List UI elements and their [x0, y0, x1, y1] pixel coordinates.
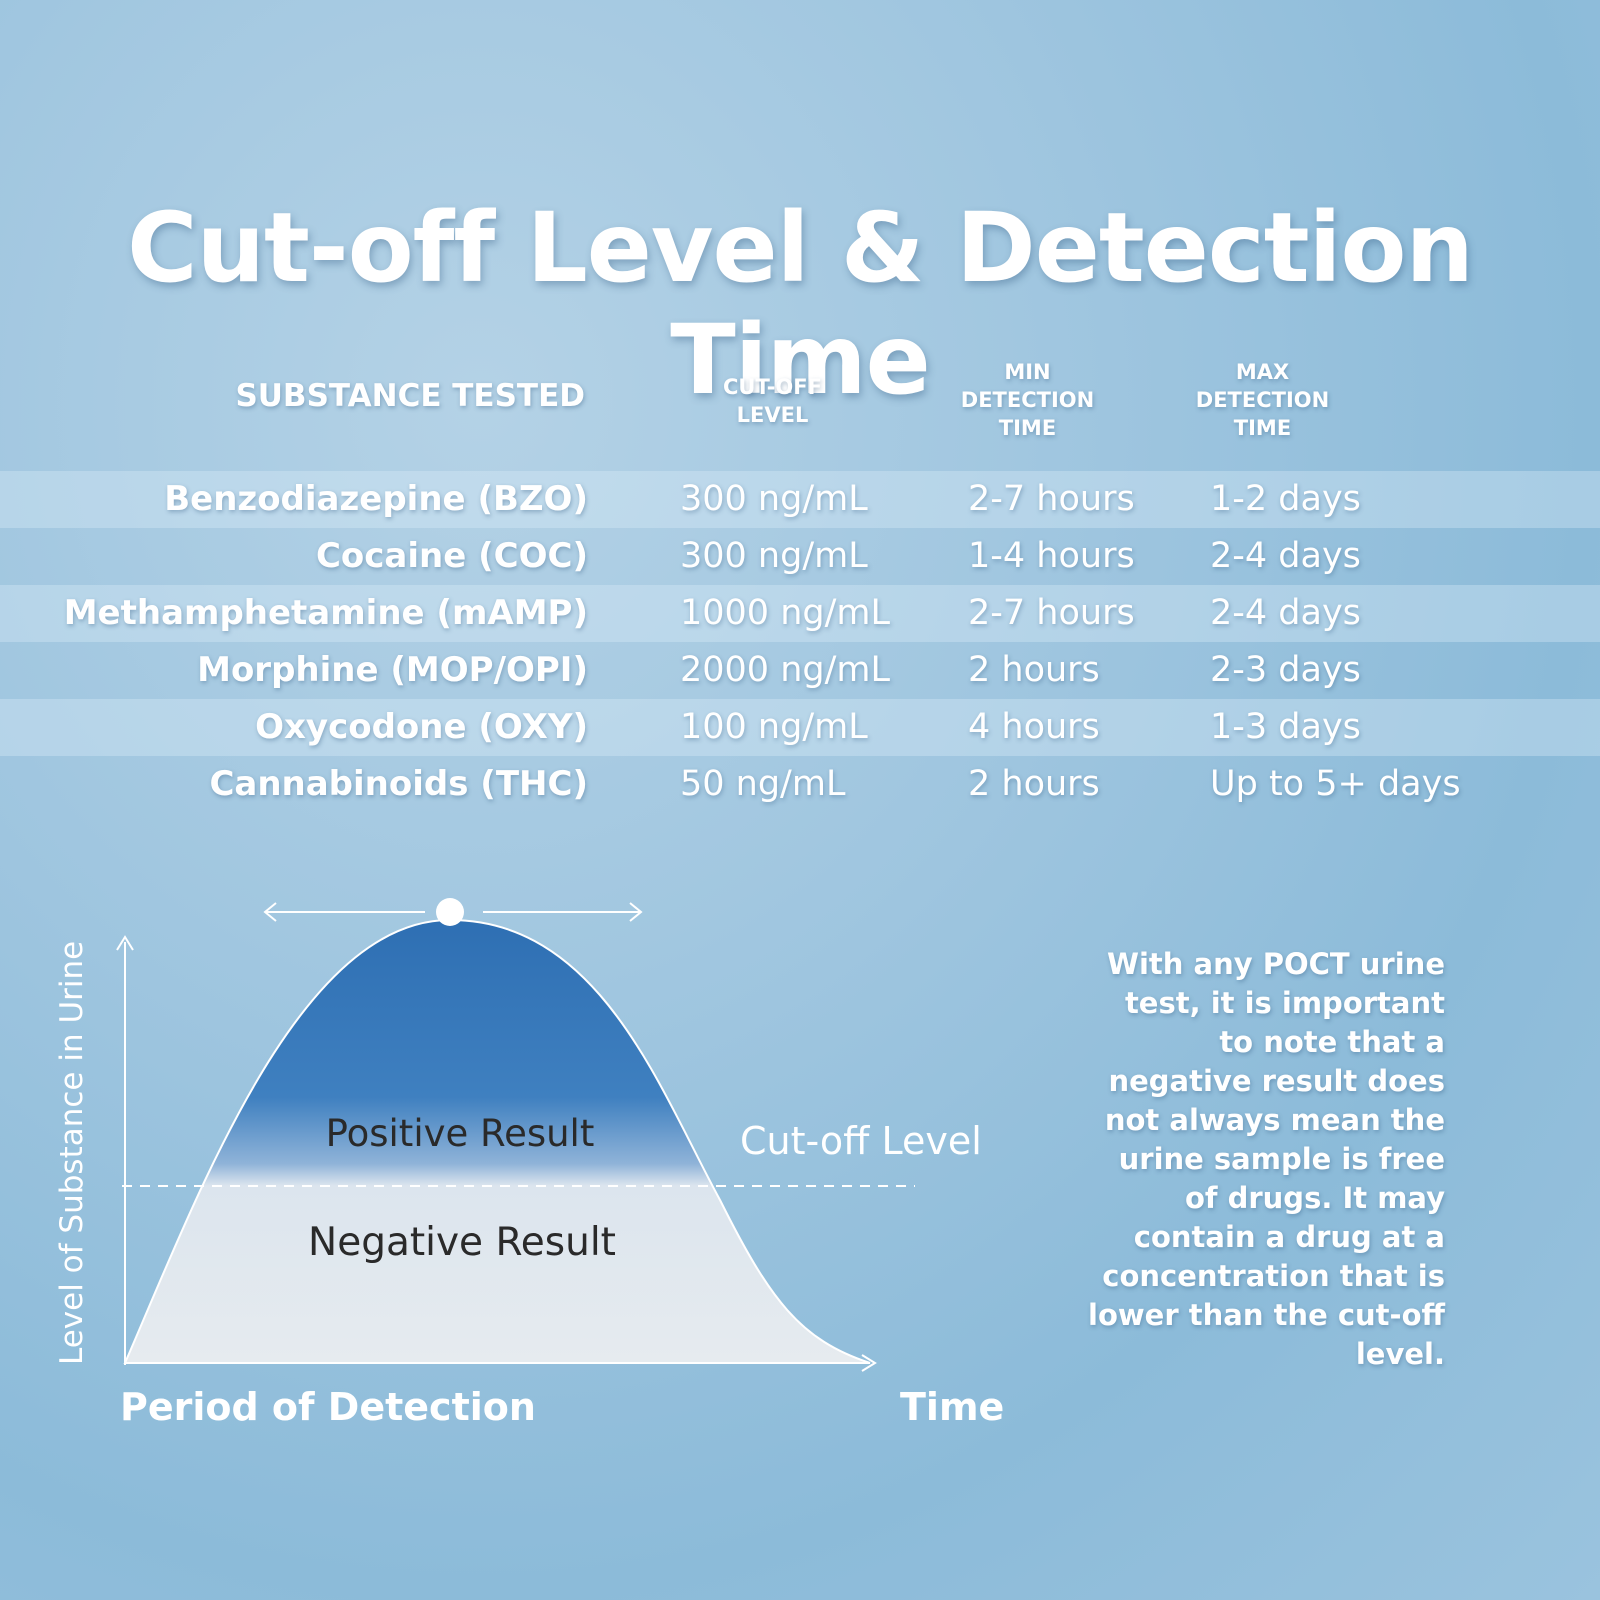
detection-curve — [123, 918, 871, 1364]
left-arrow-icon — [263, 902, 277, 922]
max-detection-time: 1-2 days — [1210, 479, 1361, 519]
y-axis-arrow-icon — [116, 935, 134, 951]
table-row: Cannabinoids (THC) 50 ng/mL 2 hours Up t… — [0, 756, 1600, 813]
substance-name: Morphine (MOP/OPI) — [197, 650, 588, 690]
header-min-line: MIN — [1004, 360, 1051, 384]
right-arrow-icon — [629, 902, 643, 922]
x-axis-label-right: Time — [900, 1385, 1004, 1429]
table-row: Methamphetamine (mAMP) 1000 ng/mL 2-7 ho… — [0, 585, 1600, 642]
x-axis-label-left: Period of Detection — [120, 1385, 536, 1429]
table-row: Oxycodone (OXY) 100 ng/mL 4 hours 1-3 da… — [0, 699, 1600, 756]
header-min-detection: MIN DETECTION TIME — [935, 358, 1120, 442]
max-detection-time: 2-3 days — [1210, 650, 1361, 690]
substance-name: Cannabinoids (THC) — [209, 764, 588, 804]
header-cutoff-line: CUT-OFF — [723, 375, 822, 399]
min-detection-time: 2 hours — [968, 764, 1100, 804]
peak-marker — [436, 898, 464, 926]
positive-result-label: Positive Result — [326, 1112, 595, 1155]
cutoff-level: 2000 ng/mL — [680, 650, 890, 690]
cutoff-level: 300 ng/mL — [680, 479, 868, 519]
header-min-line: DETECTION — [960, 388, 1095, 412]
header-cutoff-line: LEVEL — [736, 403, 809, 427]
note-text: With any POCT urine test, it is importan… — [1088, 947, 1445, 1371]
y-axis-label: Level of Substance in Urine — [54, 941, 90, 1365]
header-min-line: TIME — [998, 416, 1057, 440]
substance-name: Oxycodone (OXY) — [255, 707, 588, 747]
cutoff-level: 300 ng/mL — [680, 536, 868, 576]
min-detection-time: 2-7 hours — [968, 593, 1135, 633]
max-detection-time: Up to 5+ days — [1210, 764, 1461, 804]
header-substance: SUBSTANCE TESTED — [235, 378, 585, 414]
negative-result-label: Negative Result — [308, 1220, 616, 1265]
min-detection-time: 2-7 hours — [968, 479, 1135, 519]
cutoff-level-label: Cut-off Level — [740, 1119, 982, 1163]
cutoff-level: 50 ng/mL — [680, 764, 846, 804]
table-row: Morphine (MOP/OPI) 2000 ng/mL 2 hours 2-… — [0, 642, 1600, 699]
max-detection-time: 1-3 days — [1210, 707, 1361, 747]
substance-name: Methamphetamine (mAMP) — [63, 593, 588, 633]
header-max-line: TIME — [1233, 416, 1292, 440]
cutoff-level: 100 ng/mL — [680, 707, 868, 747]
header-max-line: MAX — [1235, 360, 1290, 384]
substance-name: Cocaine (COC) — [315, 536, 588, 576]
max-detection-time: 2-4 days — [1210, 536, 1361, 576]
page-title: Cut-off Level & Detection Time — [127, 192, 1474, 416]
header-max-line: DETECTION — [1195, 388, 1330, 412]
header-max-detection: MAX DETECTION TIME — [1170, 358, 1355, 442]
cutoff-level: 1000 ng/mL — [680, 593, 890, 633]
min-detection-time: 4 hours — [968, 707, 1100, 747]
substance-name: Benzodiazepine (BZO) — [164, 479, 588, 519]
min-detection-time: 2 hours — [968, 650, 1100, 690]
header-cutoff: CUT-OFF LEVEL — [680, 373, 865, 429]
max-detection-time: 2-4 days — [1210, 593, 1361, 633]
table-row: Benzodiazepine (BZO) 300 ng/mL 2-7 hours… — [0, 471, 1600, 528]
min-detection-time: 1-4 hours — [968, 536, 1135, 576]
x-axis-arrow-icon — [861, 1354, 877, 1372]
table-row: Cocaine (COC) 300 ng/mL 1-4 hours 2-4 da… — [0, 528, 1600, 585]
